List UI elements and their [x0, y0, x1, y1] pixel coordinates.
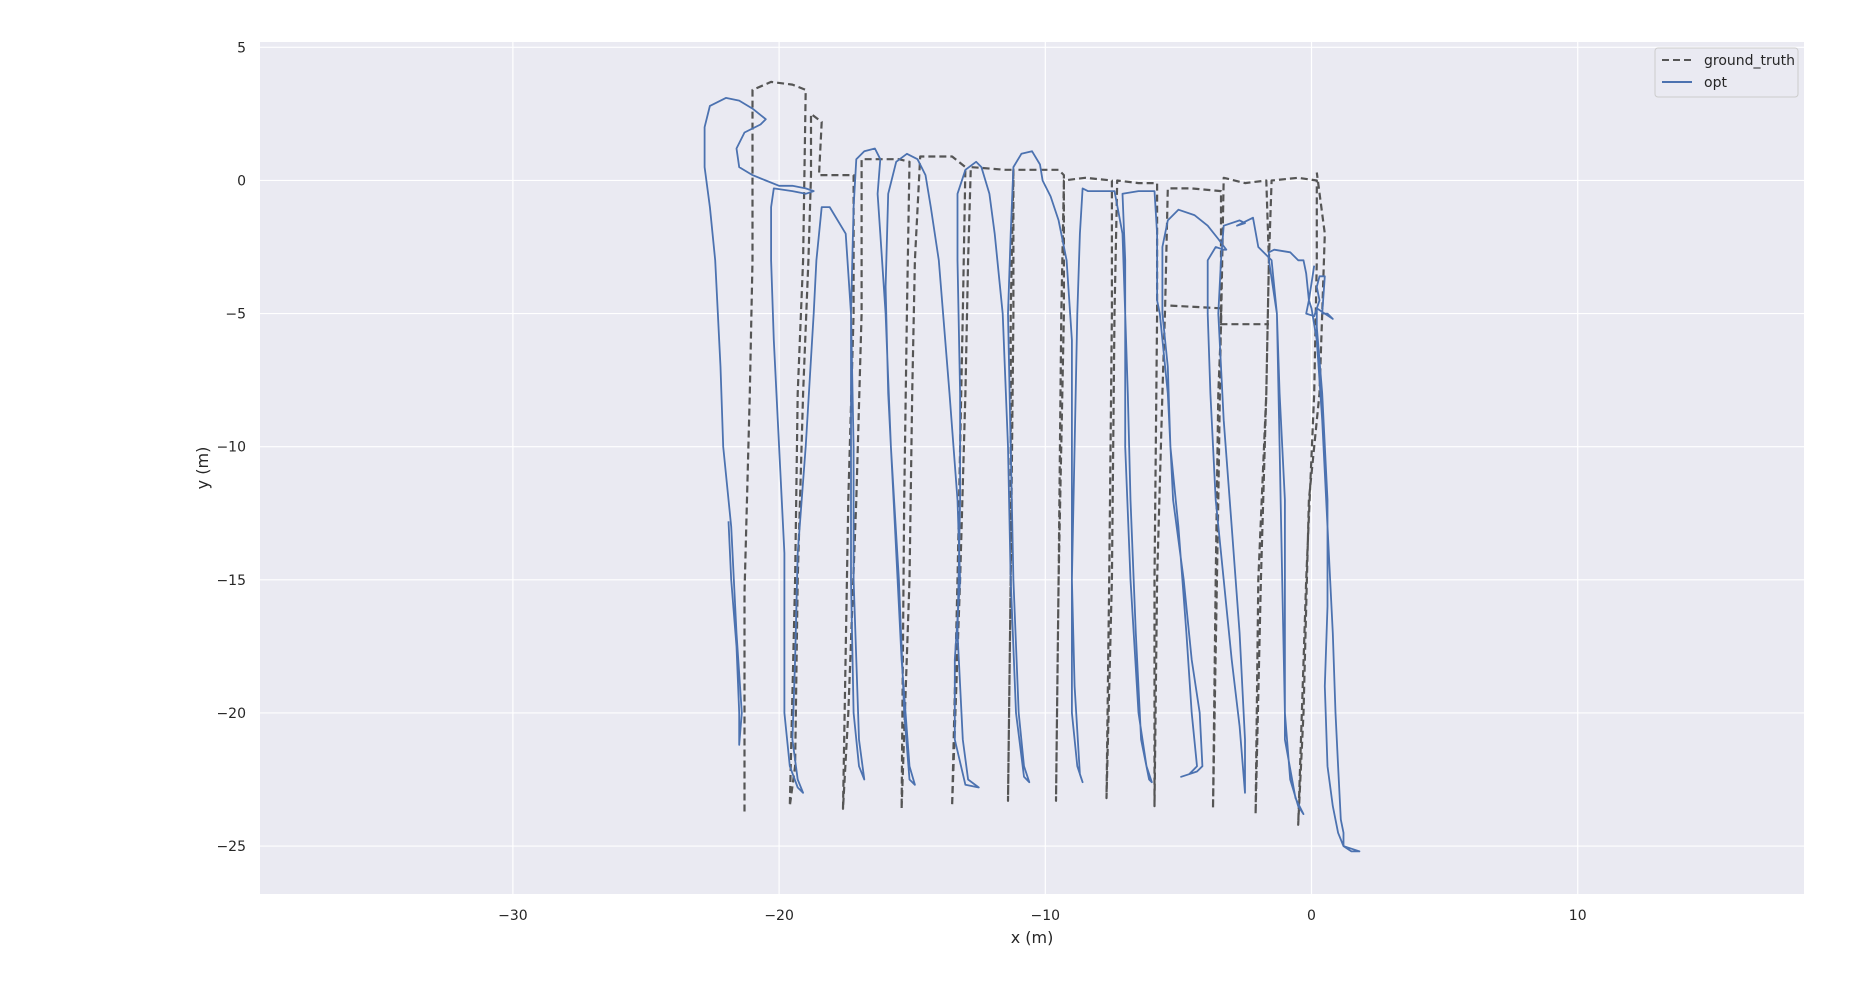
legend-opt-label: opt — [1704, 75, 1727, 91]
y-tick-label: −20 — [216, 706, 246, 722]
x-tick-label: −30 — [498, 908, 528, 924]
series-layer — [703, 80, 1361, 853]
series-line-ground-truth-segment — [1170, 304, 1269, 326]
plot-background — [260, 42, 1804, 894]
legend-ground-truth-label: ground_truth — [1704, 53, 1795, 69]
y-tick-label: 5 — [237, 40, 246, 56]
tick-labels: −30 −20 −10 0 10 5 0 −5 −10 −15 −20 −25 — [216, 40, 1586, 924]
x-axis-label: x (m) — [1011, 928, 1054, 947]
x-tick-label: −20 — [764, 908, 794, 924]
y-tick-label: −10 — [216, 440, 246, 456]
series-line-opt — [703, 97, 1361, 853]
series-line-ground-truth — [743, 80, 1326, 826]
y-tick-label: −5 — [225, 307, 246, 323]
y-tick-label: 0 — [237, 173, 246, 189]
x-tick-label: 10 — [1569, 908, 1587, 924]
x-tick-label: −10 — [1031, 908, 1061, 924]
y-axis-label: y (m) — [193, 447, 212, 490]
y-tick-label: −25 — [216, 839, 246, 855]
legend: ground_truth opt — [1654, 47, 1799, 98]
x-tick-label: 0 — [1307, 908, 1316, 924]
y-tick-label: −15 — [216, 573, 246, 589]
